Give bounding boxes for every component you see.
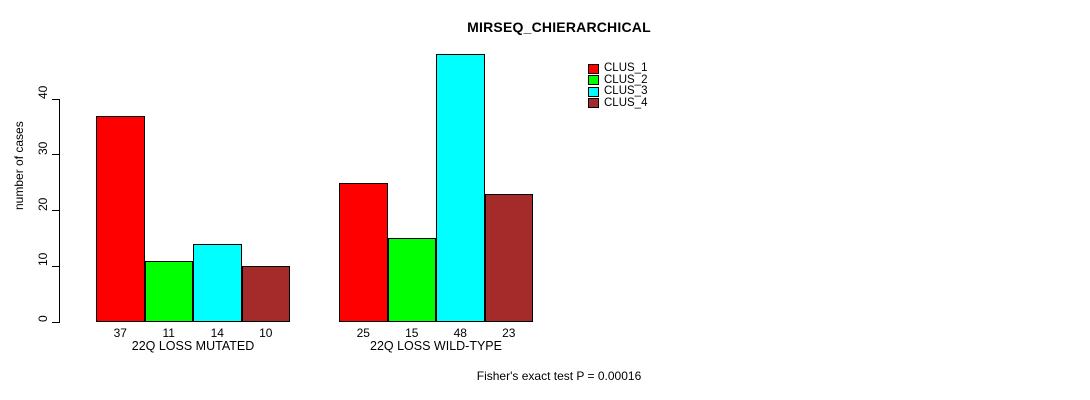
bar-clus_3-1 [193,243,242,322]
legend-item: CLUS_4 [588,96,648,110]
bar-value-label: 14 [210,326,224,340]
legend-item: CLUS_3 [588,85,648,98]
bar-value-label: 10 [259,326,273,340]
bar-clus_2-1 [144,260,193,322]
y-tick [52,210,59,211]
legend-label: CLUS_4 [604,96,648,109]
legend-label: CLUS_2 [604,73,648,86]
annotation-text: Fisher's exact test P = 0.00016 [476,369,642,383]
y-tick [52,321,59,323]
bar-value-label: 37 [113,326,127,340]
y-axis-line [59,99,60,323]
bar-clus_4-1 [241,266,290,322]
y-tick [52,154,59,156]
bar-clus_3-2 [436,54,485,322]
bar-clus_2-2 [387,238,436,322]
chart-title: MIRSEQ_CHIERARCHICAL [467,19,651,35]
y-tick [52,98,59,100]
bar-value-label: 23 [502,326,516,340]
bar-clus_1-1 [96,115,145,322]
legend-swatch [588,98,599,109]
legend-label: CLUS_1 [604,62,648,74]
legend-item: CLUS_2 [588,73,648,87]
y-tick [52,265,59,267]
legend-swatch [588,86,599,97]
bar-clus_4-2 [484,193,533,322]
bar-value-label: 15 [405,326,419,340]
bar-value-label: 48 [453,326,467,340]
category-label-2: 22Q LOSS WILD-TYPE [370,339,502,353]
legend: CLUS_1 CLUS_2 CLUS_3 CLUS_4 [588,62,648,110]
legend-swatch [588,75,599,86]
legend-item: CLUS_1 [588,62,648,75]
legend-swatch [588,63,599,74]
bar-clus_1-2 [339,182,388,322]
bar-value-label: 25 [356,326,370,340]
legend-label: CLUS_3 [604,85,648,97]
category-label-1: 22Q LOSS MUTATED [131,339,255,353]
bar-value-label: 11 [162,326,175,340]
